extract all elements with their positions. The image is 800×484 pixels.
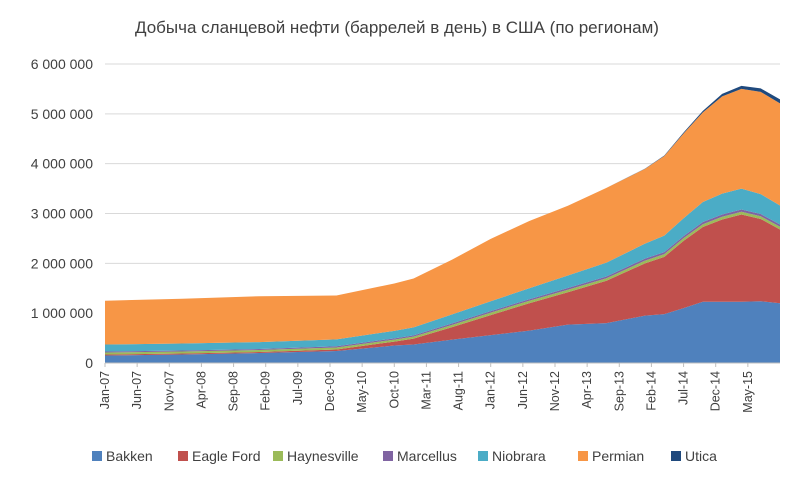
x-tick-label: Jul-14	[677, 371, 691, 405]
legend-swatch-bakken	[92, 451, 102, 461]
legend-label-niobrara: Niobrara	[492, 448, 546, 464]
legend-label-marcellus: Marcellus	[397, 448, 457, 464]
legend-label-haynesville: Haynesville	[287, 448, 359, 464]
legend-label-bakken: Bakken	[106, 448, 153, 464]
y-tick-label: 3 000 000	[31, 206, 93, 222]
y-tick-label: 2 000 000	[31, 255, 93, 271]
area-permian	[105, 88, 780, 345]
x-tick-label: Dec-14	[709, 371, 723, 411]
legend-swatch-haynesville	[273, 451, 283, 461]
area-bakken	[105, 301, 780, 363]
x-tick-label: Nov-07	[162, 371, 176, 411]
legend-swatch-utica	[671, 451, 681, 461]
x-tick-label: Feb-09	[259, 371, 273, 411]
stacked-areas	[105, 85, 780, 363]
x-tick-label: Dec-09	[323, 371, 337, 411]
x-tick-label: Sep-08	[227, 371, 241, 411]
x-tick-label: Jul-09	[291, 371, 305, 405]
y-axis-ticks: 0 1 000 000 2 000 000 3 000 000 4 000 000 5 0…	[31, 56, 94, 371]
x-tick-label: Jun-12	[516, 371, 530, 409]
legend: Bakken Eagle Ford Haynesville Marcellus Niob…	[92, 448, 717, 464]
x-tick-label: May-10	[355, 371, 369, 413]
x-tick-label: Nov-12	[548, 371, 562, 411]
legend-label-eagle-ford: Eagle Ford	[192, 448, 260, 464]
y-tick-label: 4 000 000	[31, 156, 93, 172]
x-tick-label: Feb-14	[644, 371, 658, 411]
x-tick-label: Aug-11	[452, 371, 466, 410]
area-eagle-ford	[105, 214, 780, 356]
x-tick-label: May-15	[741, 371, 755, 413]
x-tick-label: Sep-13	[612, 371, 626, 411]
x-tick-label: Jan-07	[98, 371, 112, 409]
legend-swatch-eagle-ford	[178, 451, 188, 461]
x-tick-label: Oct-10	[387, 371, 401, 409]
x-tick-label: Jun-07	[130, 371, 144, 409]
x-tick-label: Jan-12	[484, 371, 498, 409]
x-axis-ticks: Jan-07 Jun-07 Nov-07 Apr-08 Sep-08 Feb-09 Jul-…	[98, 363, 755, 413]
y-tick-label: 0	[85, 355, 93, 371]
x-tick-label: Apr-13	[580, 371, 594, 409]
legend-label-permian: Permian	[592, 448, 644, 464]
area-niobrara	[105, 188, 780, 352]
x-tick-label: Apr-08	[194, 371, 208, 409]
y-tick-label: 1 000 000	[31, 305, 93, 321]
y-tick-label: 6 000 000	[31, 56, 93, 72]
legend-swatch-niobrara	[478, 451, 488, 461]
legend-swatch-marcellus	[383, 451, 393, 461]
x-tick-label: Mar-11	[419, 371, 433, 410]
legend-label-utica: Utica	[685, 448, 717, 464]
y-tick-label: 5 000 000	[31, 106, 93, 122]
chart-title: Добыча сланцевой нефти (баррелей в день)…	[135, 18, 659, 37]
legend-swatch-permian	[578, 451, 588, 461]
